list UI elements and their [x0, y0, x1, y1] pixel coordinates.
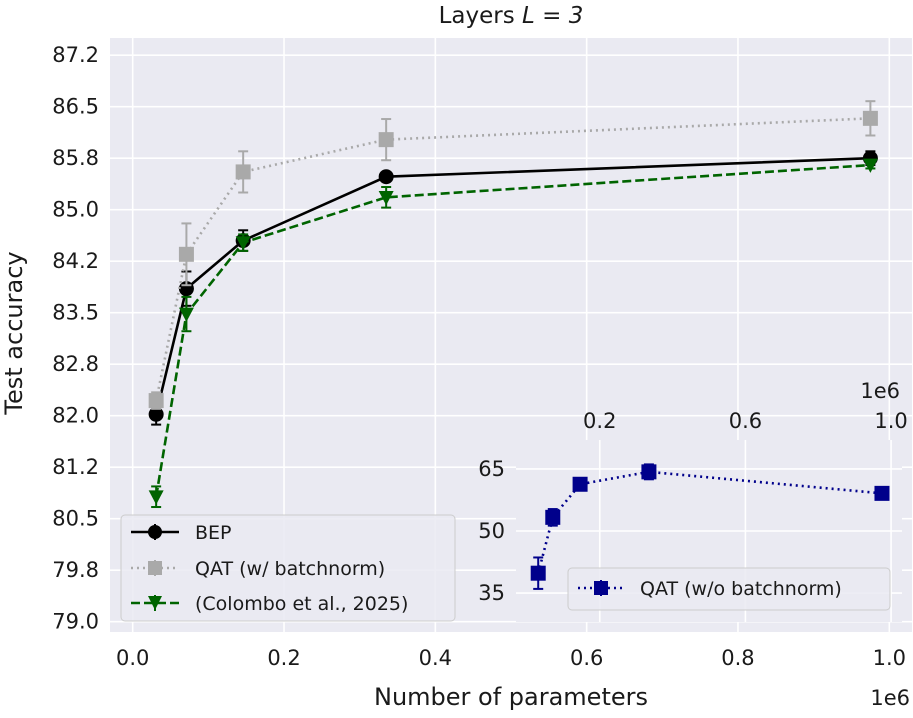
main-tick-labels: 0.0 0.2 0.4 0.6 0.8 1.0 79.0 79.8 80.5 81.2 82.0 82… — [52, 43, 906, 670]
main-data-point — [148, 406, 164, 422]
main-data-point — [862, 158, 878, 173]
main-y-tick-label: 84.2 — [52, 249, 99, 273]
legend-marker-qat-bn — [148, 561, 162, 575]
main-y-tick-label: 86.5 — [52, 95, 99, 119]
inset-legend-label: QAT (w/o batchnorm) — [640, 578, 842, 600]
inset-plot-marks — [530, 463, 890, 590]
main-x-tick-label: 0.2 — [267, 646, 300, 670]
main-x-tick-label: 1.0 — [873, 646, 906, 670]
inset-chart: 0.2 0.6 1.0 35 50 65 1e6 QAT (w/o batchnorm) — [478, 379, 908, 622]
legend-entry-qat-bn: QAT (w/ batchnorm) — [131, 558, 385, 580]
inset-data-point — [572, 476, 588, 492]
main-y-tick-label: 85.8 — [52, 146, 99, 170]
inset-x-tick-label: 0.6 — [729, 409, 762, 433]
main-y-tick-label: 79.0 — [52, 610, 99, 634]
main-y-tick-label: 81.2 — [52, 455, 99, 479]
legend-label-bep: BEP — [195, 522, 232, 544]
main-y-tick-label: 80.5 — [52, 507, 99, 531]
y-axis-label: Test accuracy — [0, 251, 28, 415]
main-plot-marks — [148, 100, 878, 509]
inset-data-point — [874, 485, 890, 501]
main-data-point — [148, 393, 164, 409]
legend-marker-bep — [148, 525, 162, 539]
inset-data-point — [530, 565, 546, 581]
main-x-tick-label: 0.4 — [419, 646, 452, 670]
chart-title: Layers L = 3 — [439, 3, 584, 29]
legend-entry-bep: BEP — [131, 522, 232, 544]
inset-series-0 — [530, 463, 890, 590]
main-data-point — [178, 246, 194, 262]
main-data-point — [378, 190, 394, 206]
inset-x-tick-label: 1.0 — [874, 409, 907, 433]
main-legend: BEP QAT (w/ batchnorm) (Colombo et al., … — [120, 514, 456, 622]
main-y-tick-label: 82.8 — [52, 352, 99, 376]
main-data-point — [378, 169, 394, 185]
inset-legend-box — [567, 567, 891, 611]
main-data-point — [862, 110, 878, 126]
main-series-2 — [148, 158, 878, 509]
legend-entry-colombo: (Colombo et al., 2025) — [131, 593, 408, 615]
main-data-point — [235, 164, 251, 180]
inset-x-tick-label: 0.2 — [583, 409, 616, 433]
main-x-tick-label: 0.0 — [116, 646, 149, 670]
legend-label-colombo: (Colombo et al., 2025) — [195, 593, 408, 615]
main-data-point — [148, 490, 164, 505]
main-x-tick-label: 0.6 — [570, 646, 603, 670]
main-y-tick-label: 87.2 — [52, 43, 99, 67]
legend-marker-colombo — [148, 596, 162, 610]
inset-data-point — [641, 464, 657, 480]
inset-x-axis-exponent-label: 1e6 — [860, 379, 900, 403]
x-axis-exponent-label: 1e6 — [870, 686, 910, 710]
inset-tick-labels: 0.2 0.6 1.0 35 50 65 — [478, 409, 908, 605]
main-data-point — [235, 236, 251, 251]
main-data-point — [178, 307, 194, 322]
x-axis-label: Number of parameters — [374, 683, 648, 711]
inset-data-point — [545, 509, 561, 525]
inset-legend-marker — [594, 581, 608, 595]
main-y-tick-label: 85.0 — [52, 198, 99, 222]
inset-legend: QAT (w/o batchnorm) — [567, 567, 891, 611]
main-data-point — [378, 132, 394, 148]
legend-label-qat-bn: QAT (w/ batchnorm) — [195, 558, 385, 580]
inset-y-tick-label: 35 — [478, 581, 505, 605]
inset-y-tick-label: 65 — [478, 457, 505, 481]
inset-y-tick-label: 50 — [478, 519, 505, 543]
main-y-tick-label: 83.5 — [52, 301, 99, 325]
main-legend-box — [120, 514, 456, 622]
main-y-tick-label: 79.8 — [52, 558, 99, 582]
main-series-1 — [148, 100, 878, 410]
main-y-tick-label: 82.0 — [52, 404, 99, 428]
main-x-tick-label: 0.8 — [721, 646, 754, 670]
